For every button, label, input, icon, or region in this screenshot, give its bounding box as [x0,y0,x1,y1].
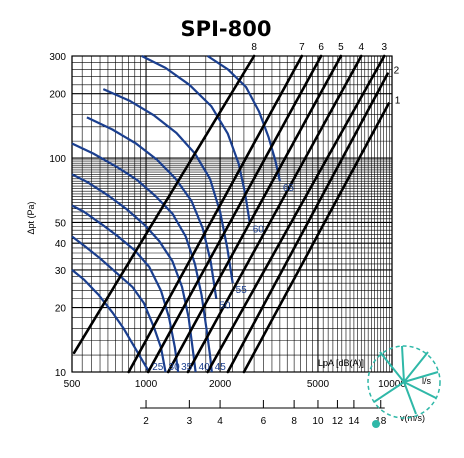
damper-line-3 [206,54,386,374]
damper-line-2 [226,72,389,374]
damper-lines [72,54,391,374]
velocity-tick-label: 2 [143,416,149,427]
x-tick-label: 500 [64,379,81,390]
logo [367,345,441,428]
sound-curve-label-40: 40 [199,362,211,373]
sound-curve-40 [71,173,197,373]
y-tick-label: 300 [49,52,66,63]
y-tick-label: 30 [55,266,67,277]
plot-frame [71,55,393,373]
chart-title: SPI-800 [181,17,272,41]
sound-curve-label-50: 50 [219,301,231,312]
damper-line-8 [72,54,256,355]
sound-curve-label-55: 55 [236,285,248,296]
velocity-tick-label: 14 [348,416,360,427]
damper-line-label-8: 8 [251,42,257,53]
sound-curve-65 [206,55,281,182]
damper-line-label-2: 2 [394,66,400,77]
damper-line-label-3: 3 [381,42,387,53]
sound-curve-label-25: 25 [152,362,164,373]
y-tick-label: 10 [55,368,67,379]
y-tick-label: 50 [55,218,67,229]
damper-line-label-4: 4 [358,42,364,53]
velocity-tick-label: 12 [332,416,344,427]
x-axis-unit: l/s [422,376,432,386]
sound-level-label: LpA [dB(A)] [318,358,364,368]
damper-line-6 [146,54,323,374]
damper-line-label-6: 6 [318,42,324,53]
x-tick-label: 10000 [378,379,406,390]
damper-line-label-5: 5 [338,42,344,53]
sound-curve-label-30: 30 [169,362,181,373]
velocity-tick-label: 4 [217,416,223,427]
sound-curve-30 [71,235,167,373]
y-tick-label: 20 [55,304,67,315]
x-tick-label: 5000 [307,379,330,390]
velocity-tick-label: 3 [187,416,193,427]
x-tick-label: 1000 [135,379,158,390]
velocity-tick-label: 10 [312,416,324,427]
damper-line-7 [127,54,304,374]
sound-curve-25 [71,269,151,373]
sound-curve-35 [71,204,180,373]
labels: 10 20 30 40 50 100 200 300 500 1000 2000 5000 10000 2… [49,42,406,427]
x-tick-label: 2000 [209,379,232,390]
damper-line-1 [242,102,391,374]
sound-curve-label-65: 65 [283,183,295,194]
velocity-tick-label: 18 [375,416,387,427]
y-tick-label: 100 [49,154,66,165]
sound-curve-60 [141,55,251,223]
y-tick-label: 40 [55,239,67,250]
damper-line-4 [186,54,363,374]
sound-curve-label-45: 45 [215,362,227,373]
sound-curve-label-60: 60 [253,224,265,235]
y-tick-label: 200 [49,90,66,101]
damper-line-5 [166,54,343,374]
velocity-axis-title: v(m/s) [400,413,425,423]
sound-curve-45 [71,142,213,373]
sound-curve-label-35: 35 [181,362,193,373]
velocity-tick-label: 8 [291,416,297,427]
damper-line-label-7: 7 [299,42,305,53]
y-axis-title: Δpt (Pa) [26,201,36,234]
damper-line-label-1: 1 [395,95,401,106]
sound-curve-50 [86,116,218,299]
velocity-tick-label: 6 [261,416,267,427]
